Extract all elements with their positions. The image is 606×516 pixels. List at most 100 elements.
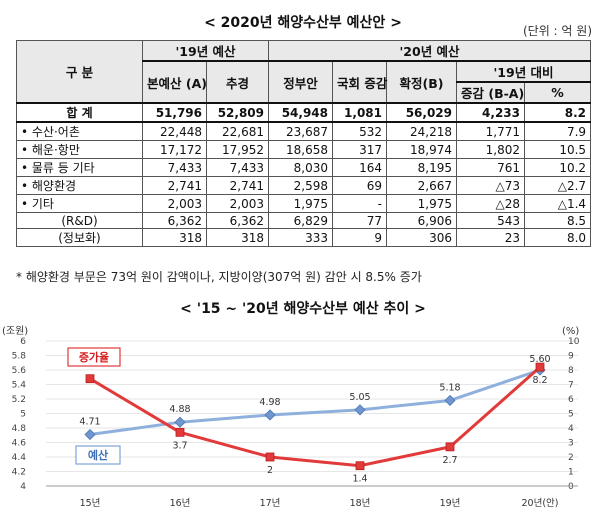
col-final: 확정(B): [386, 60, 458, 104]
cell-g: 8,030: [268, 158, 334, 177]
cell-b: 2,667: [386, 176, 458, 195]
row-label: • 기타: [16, 194, 143, 213]
left-tick-label: 6: [20, 337, 26, 347]
row-label: • 물류 등 기타: [16, 158, 143, 177]
budget-table: 구 분 '19년 예산 '20년 예산 본예산 (A) 추경 정부안 국회 증감…: [16, 40, 592, 247]
budget-point: [444, 394, 456, 407]
cell-b: 6,906: [386, 212, 458, 229]
table-row: • 물류 등 기타 7,433 7,433 8,030 164 8,195 761 10.2: [16, 158, 592, 177]
cell-n: 77: [332, 212, 388, 229]
cell-b: 306: [386, 228, 458, 247]
budget-point: [84, 428, 96, 441]
growth-data-label: 2: [267, 465, 273, 476]
table-title: < 2020년 해양수산부 예산안 >: [204, 15, 402, 31]
right-tick-label: 5: [568, 410, 574, 420]
cell-n: -: [332, 194, 388, 213]
left-tick-label: 4.6: [12, 439, 27, 449]
header-2019-budget: '19년 예산: [141, 40, 270, 62]
x-tick-label: 19년: [440, 498, 461, 509]
x-tick-label: 16년: [170, 498, 191, 509]
budget-point: [354, 404, 366, 416]
table-row: • 해양환경 2,741 2,741 2,598 69 2,667 △73 △2.7: [16, 176, 592, 195]
growth-point: [445, 442, 455, 452]
growth-point: [85, 374, 95, 384]
cell-n: 532: [332, 121, 388, 141]
row-label: 합 계: [16, 102, 143, 123]
left-axis-unit: (조원): [2, 325, 28, 337]
budget-data-label: 4.88: [169, 404, 190, 415]
row-label: (정보화): [16, 228, 143, 247]
header-category: 구 분: [16, 40, 143, 104]
cell-g: 54,948: [268, 102, 334, 123]
right-tick-label: 10: [568, 337, 580, 347]
table-row: (정보화) 318 318 333 9 306 23 8.0: [16, 228, 592, 247]
table-row: • 수산·어촌 22,448 22,681 23,687 532 24,218 1,771 7…: [16, 121, 592, 141]
cell-p: △2.7: [524, 176, 592, 195]
budget-data-label: 5.60: [529, 354, 550, 365]
right-tick-label: 8: [568, 366, 574, 376]
cell-n: 9: [332, 228, 388, 247]
left-tick-label: 5.6: [12, 366, 27, 376]
col-supplementary: 추경: [205, 60, 270, 104]
table-row: (R&D) 6,362 6,362 6,829 77 6,906 543 8.5: [16, 212, 592, 229]
right-tick-label: 4: [568, 424, 574, 434]
col-vs-2019: '19년 대비: [456, 60, 592, 83]
cell-d: 1,771: [456, 121, 526, 141]
cell-n: 69: [332, 176, 388, 195]
budget-data-label: 5.05: [349, 392, 370, 403]
cell-s: 6,362: [205, 212, 270, 229]
cell-p: △1.4: [524, 194, 592, 213]
table-row: • 기타 2,003 2,003 1,975-1,975 △28 △1.4: [16, 194, 592, 213]
cell-g: 2,598: [268, 176, 334, 195]
header-2020-budget: '20년 예산: [268, 40, 592, 62]
cell-s: 52,809: [205, 102, 270, 123]
cell-g: 23,687: [268, 121, 334, 141]
cell-d: 23: [456, 228, 526, 247]
cell-n: 164: [332, 158, 388, 177]
cell-g: 6,829: [268, 212, 334, 229]
budget-data-label: 4.71: [79, 417, 100, 428]
col-change: 증감 (B-A): [456, 81, 526, 104]
cell-a: 2,003: [142, 194, 207, 213]
cell-n: 317: [332, 140, 388, 159]
right-tick-label: 0: [568, 482, 574, 492]
col-assembly-change: 국회 증감: [332, 60, 387, 104]
footnote: * 해양환경 부문은 73억 원이 감액이나, 지방이양(307억 원) 감안 …: [16, 270, 422, 284]
budget-trend-chart: (조원) (%) 4 4.2 4.4 4.6 4.8 5 5.2 5.4 5.6 5.8 6 0 1 2 3 4 5…: [2, 325, 580, 509]
legend-budget-box: [75, 445, 121, 465]
x-tick-label: 15년: [80, 498, 101, 509]
growth-data-label: 3.7: [172, 440, 187, 451]
row-label: • 해양환경: [16, 176, 143, 195]
total-row: 합 계 51,796 52,809 54,948 1,081 56,029 4,233 8.2: [16, 102, 592, 123]
growth-point: [265, 452, 275, 462]
cell-b: 56,029: [386, 102, 458, 123]
right-tick-label: 3: [568, 439, 574, 449]
cell-b: 1,975: [386, 194, 458, 213]
cell-s: 2,741: [205, 176, 270, 195]
cell-d: △28: [456, 194, 526, 213]
x-tick-label: 18년: [350, 498, 371, 509]
growth-data-label: 8.2: [532, 375, 547, 386]
right-tick-label: 6: [568, 395, 574, 405]
cell-d: 543: [456, 212, 526, 229]
cell-n: 1,081: [332, 102, 388, 123]
cell-a: 17,172: [142, 140, 207, 159]
cell-p: 10.5: [524, 140, 592, 159]
x-tick-label: 20년(안): [522, 498, 559, 509]
cell-a: 6,362: [142, 212, 207, 229]
chart-title: < '15 ~ '20년 해양수산부 예산 추이 >: [180, 301, 426, 317]
cell-s: 318: [205, 228, 270, 247]
series-line-budget: [89, 368, 541, 437]
legend-budget-label: 예산: [88, 448, 108, 462]
cell-b: 8,195: [386, 158, 458, 177]
col-percent: %: [524, 81, 592, 104]
left-tick-label: 4.8: [12, 424, 27, 434]
row-label: (R&D): [16, 212, 143, 229]
cell-a: 51,796: [142, 102, 207, 123]
left-tick-label: 5.4: [12, 381, 27, 391]
growth-point: [355, 461, 365, 471]
cell-p: 8.0: [524, 228, 592, 247]
series-line-growth: [89, 365, 541, 468]
unit-label: (단위 : 억 원): [522, 24, 592, 38]
cell-b: 24,218: [386, 121, 458, 141]
